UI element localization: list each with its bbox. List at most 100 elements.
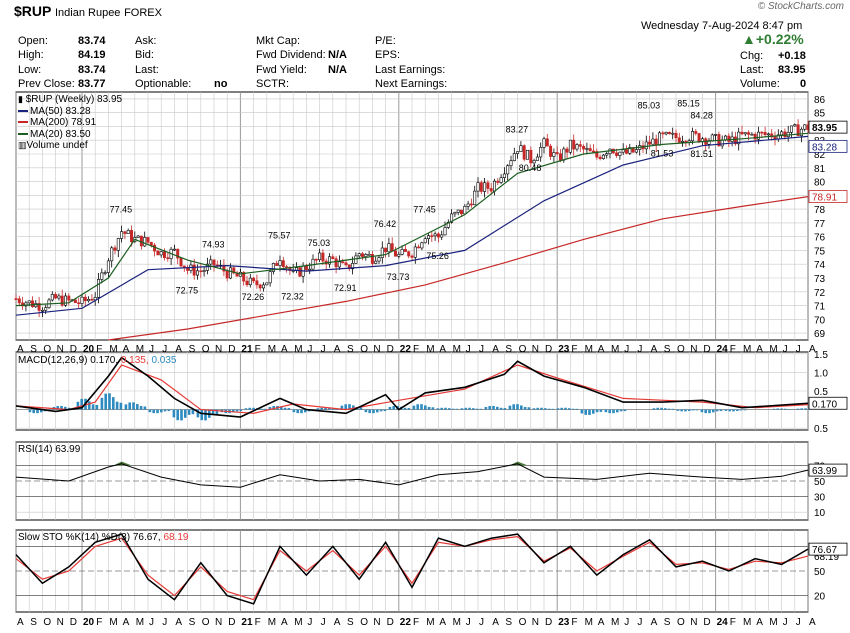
x-tick-label: M [136,344,144,355]
candle-body [446,221,450,228]
candle-body [489,188,493,192]
sto-title: Slow STO %K(14) %D(3) 76.67, [18,532,161,543]
x-tick-label: A [17,617,24,628]
x-tick-label: A [651,617,658,628]
macd-hist-value: 0.035 [151,355,177,366]
chg-value: +0.18 [778,50,806,62]
macd-histogram-bar [416,404,419,410]
macd-histogram-bar [244,408,248,410]
candle-body [456,209,460,213]
macd-histogram-bar [772,408,776,410]
candle-body [103,272,107,274]
stockcharts-logo[interactable]: © StockCharts.com [757,1,844,12]
x-tick-label: S [347,617,354,628]
macd-histogram-bar [475,408,479,410]
x-tick-label: A [17,344,24,355]
price-annotation: 72.75 [176,285,199,295]
x-tick-label: F [96,344,102,355]
x-tick-label: D [228,344,235,355]
macd-histogram-bar [743,409,747,411]
macd-histogram-bar [739,409,743,411]
macd-histogram-bar [119,402,123,410]
candle-body [44,307,48,311]
last-rsi-label-box [808,463,848,477]
macd-histogram-bar [32,409,35,414]
sto-y-tick-label: 50 [814,567,826,578]
price-y-tick-label: 78 [814,205,826,216]
macd-histogram-bar [499,407,503,410]
x-tick-label: S [505,344,512,355]
macd-histogram-bar [512,404,515,410]
x-tick-label: 23 [558,344,570,355]
exchange: FOREX [124,7,162,19]
x-tick-label: M [426,617,434,628]
x-tick-label: O [677,617,685,628]
x-tick-label: J [162,344,167,355]
candle-body [766,133,770,136]
macd-histogram-bar [383,409,387,412]
macd-histogram-bar [684,409,687,412]
macd-histogram-bar [472,408,475,410]
macd-histogram-bar [40,409,43,413]
candle-body [100,272,104,280]
x-tick-label: M [294,344,302,355]
candle-body [14,298,18,300]
candle-body [248,277,252,286]
x-tick-label: A [334,344,341,355]
macd-title: MACD(12,26,9) 0.170, [18,355,119,366]
ma20-line [15,132,809,307]
candle-body [367,254,371,256]
macd-histogram-bar [664,408,667,410]
x-tick-label: A [756,617,763,628]
x-tick-label: J [783,617,788,628]
macd-histogram-bar [328,408,331,410]
macd-histogram-bar [455,408,459,410]
macd-histogram-bar [619,409,623,412]
x-tick-label: O [43,344,51,355]
macd-histogram-bar [112,397,115,410]
candle-body [585,148,589,150]
candle-body [562,148,566,161]
macd-histogram-bar [560,407,563,410]
candle-body [747,132,751,135]
candle-body [21,302,25,307]
x-tick-label: J [466,617,471,628]
macd-histogram-bar [196,409,200,418]
price-y-tick-label: 72 [814,288,826,299]
macd-histogram-bar [368,409,371,414]
candle-body [674,132,678,139]
macd-histogram-bar [547,408,551,410]
candle-body [179,257,183,267]
macd-histogram-bar [671,408,675,410]
candle-body [595,151,599,158]
candle-body [413,246,417,258]
open-value: 83.74 [78,35,106,47]
macd-histogram-bar [536,407,539,410]
candle-body [393,250,397,257]
x-tick-label: F [730,617,736,628]
candle-body [644,141,648,150]
x-tick-label: N [215,344,222,355]
candle-body [440,234,444,238]
macd-histogram-bar [124,404,128,410]
rsi-legend: RSI(14) 63.99 [18,444,80,456]
candle-body [522,145,526,160]
price-annotation: 72.32 [281,291,304,301]
macd-histogram-bar [427,406,431,410]
candle-body [532,160,536,164]
candle-body [690,131,694,142]
macd-histogram-bar [215,409,219,415]
rsi-y-tick-label: 30 [814,493,826,504]
candle-body [331,256,335,260]
candle-body [479,182,483,192]
candle-body [377,257,381,262]
macd-histogram-bar [612,409,615,414]
fwd-yield-value: N/A [328,64,347,76]
macd-signal-value: 0.135, [120,355,149,366]
macd-histogram-bar [64,406,67,410]
x-tick-label: N [373,617,380,628]
macd-histogram-bar [376,409,379,413]
candle-body [737,131,741,145]
macd-histogram-bar [592,409,595,414]
price-annotation: 75.57 [268,231,291,241]
